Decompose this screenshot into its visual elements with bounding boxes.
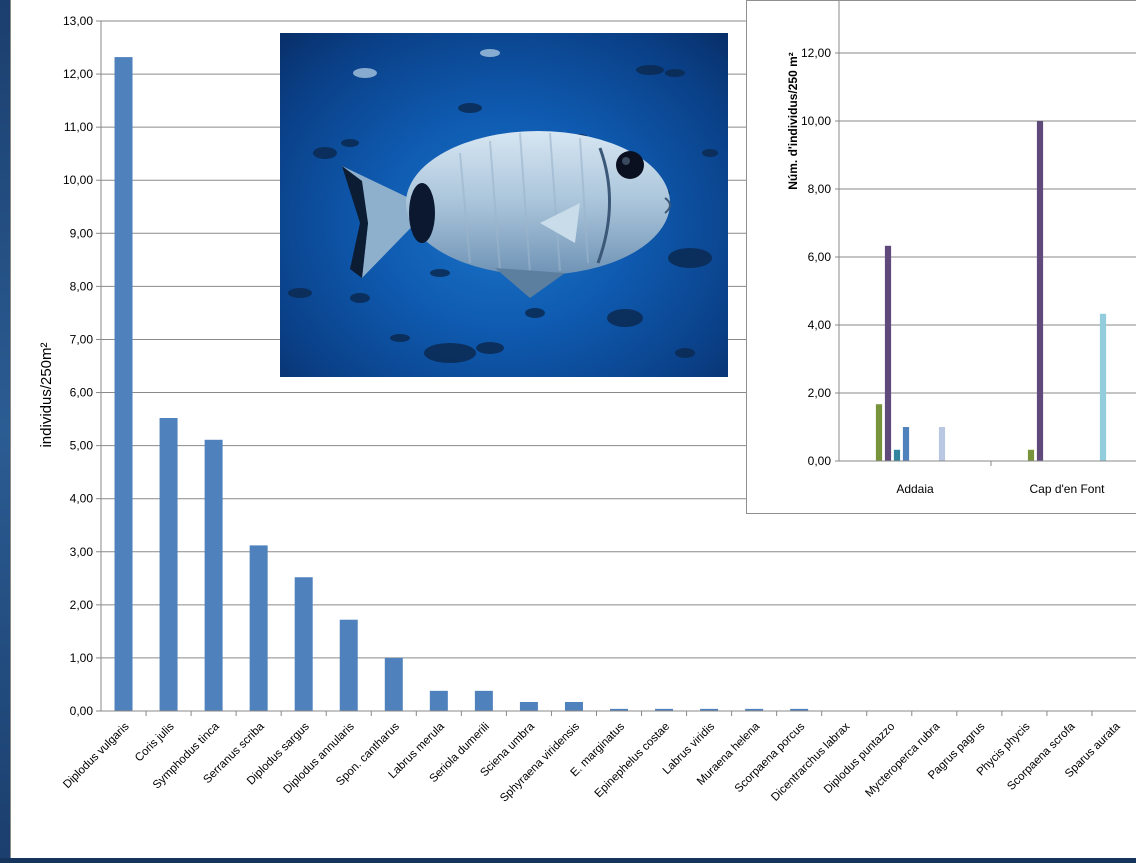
main-y-tick-label: 5,00 — [70, 439, 94, 453]
inset-bar — [938, 427, 946, 461]
inset-y-tick-label: 8,00 — [808, 182, 832, 196]
main-bar — [384, 657, 403, 711]
main-bar — [159, 418, 178, 711]
main-bar — [474, 690, 493, 711]
main-bar — [204, 439, 223, 711]
main-bar — [114, 57, 133, 712]
main-y-tick-label: 11,00 — [64, 120, 93, 134]
main-y-tick-label: 3,00 — [70, 545, 94, 559]
inset-bar — [884, 245, 892, 461]
inset-y-tick-label: 0,00 — [808, 454, 832, 468]
fish-photo-illustration — [288, 49, 718, 363]
main-y-tick-label: 4,00 — [70, 492, 94, 506]
inset-y-axis-label: Núm. d'individus/250 m² — [786, 52, 800, 190]
main-y-tick-label: 12,00 — [63, 67, 93, 81]
inset-x-tick-label: Addaia — [896, 482, 934, 496]
main-y-tick-label: 6,00 — [70, 386, 94, 400]
main-x-tick-label: Sphyraena viridensis — [498, 720, 582, 804]
main-y-tick-label: 8,00 — [70, 279, 94, 293]
slide-left-strip — [0, 0, 10, 858]
inset-bar — [875, 404, 883, 461]
inset-y-tick-label: 6,00 — [808, 250, 832, 264]
inset-y-tick-label: 12,00 — [801, 46, 831, 60]
inset-y-tick-label: 10,00 — [801, 114, 831, 128]
main-bar — [610, 708, 628, 711]
main-x-tick-label: Diplodus vulgaris — [61, 720, 132, 791]
main-y-tick-label: 13,00 — [63, 14, 93, 28]
main-x-tick-label: Epinephelus costae — [593, 721, 672, 800]
main-y-tick-label: 1,00 — [70, 651, 94, 665]
main-bar — [655, 708, 674, 711]
inset-bar — [1099, 313, 1107, 461]
inset-bar-chart: 0,00 2,00 4,00 6,00 8,00 10,00 12,00 Addaia Cap… — [786, 1, 1136, 496]
main-y-tick-label: 2,00 — [70, 598, 94, 612]
main-x-tick-label: Dicentrarchus labrax — [769, 720, 852, 803]
main-y-axis-label: individus/250m² — [38, 342, 55, 447]
main-bar — [339, 619, 358, 711]
inset-x-tick-label: Cap d'en Font — [1029, 482, 1105, 496]
main-bar — [249, 545, 268, 711]
main-y-tick-label: 7,00 — [70, 332, 94, 346]
main-bar — [700, 708, 719, 711]
inset-bar — [902, 427, 910, 461]
main-bar — [519, 701, 538, 711]
inset-y-tick-label: 2,00 — [808, 386, 832, 400]
main-bar — [745, 708, 764, 711]
main-x-tick-label: Mycteroperca rubra — [863, 720, 942, 799]
inset-bar — [1036, 121, 1044, 461]
inset-chart-panel: 0,00 2,00 4,00 6,00 8,00 10,00 12,00 Addaia Cap… — [746, 0, 1136, 514]
main-y-tick-label: 0,00 — [70, 704, 94, 718]
main-bar — [294, 577, 313, 711]
main-y-tick-label: 10,00 — [63, 173, 93, 187]
inset-y-tick-label: 4,00 — [808, 318, 832, 332]
fish-photo — [280, 33, 728, 377]
main-y-tick-label: 9,00 — [70, 226, 94, 240]
main-x-tick-label: Coris julis — [133, 720, 177, 764]
main-bar — [790, 708, 809, 711]
main-bar — [564, 701, 583, 711]
inset-bar — [893, 449, 901, 461]
inset-bar — [1027, 449, 1035, 461]
main-bar — [429, 690, 448, 711]
